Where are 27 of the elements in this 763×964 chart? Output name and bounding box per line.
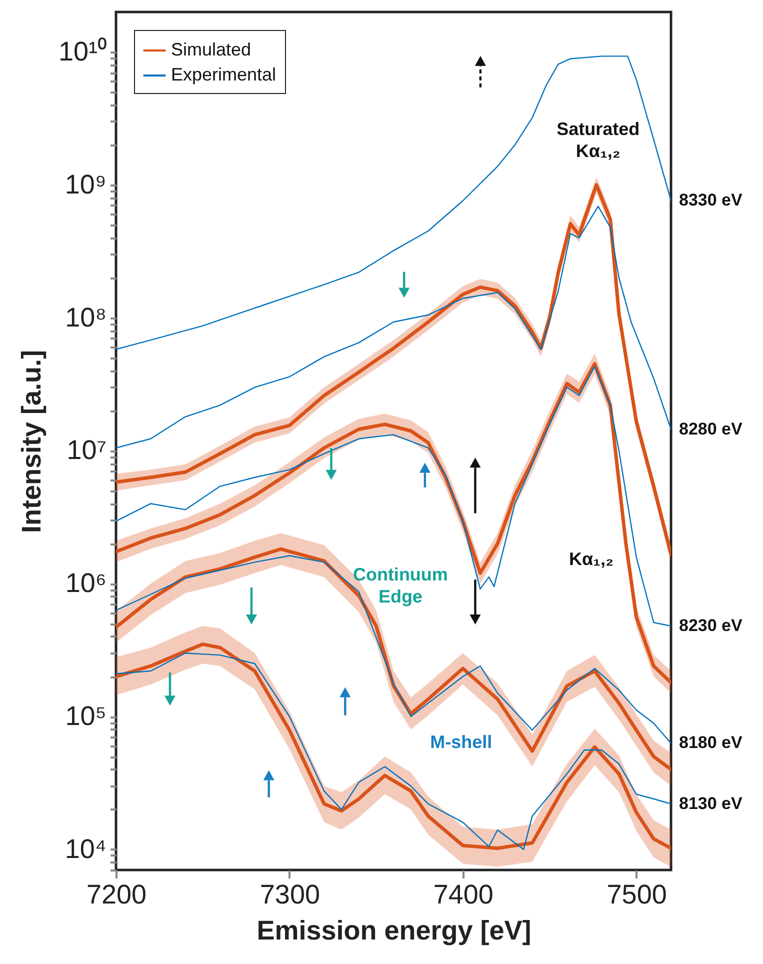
x-tick-label: 7400 xyxy=(433,880,494,910)
y-tick-label: 10⁵ xyxy=(65,701,106,732)
text: 8330 eV xyxy=(679,190,743,210)
y-tick-label: 10⁸ xyxy=(65,302,106,332)
legend-label: Experimental xyxy=(171,64,276,84)
x-tick-label: 7200 xyxy=(86,880,147,910)
annotation: Continuum Edge xyxy=(352,564,448,607)
line-series xyxy=(116,206,671,448)
text: 8180 eV xyxy=(679,733,743,752)
annotation: Kα₁,₂ xyxy=(568,549,614,570)
annotation: M-shell xyxy=(430,732,492,752)
y-tick-label: 10⁹ xyxy=(64,169,106,200)
y-tick-label: 10⁶ xyxy=(65,568,106,598)
y-axis-title: Intensity [a.u.] xyxy=(16,350,46,534)
line-series xyxy=(116,366,671,627)
y-tick-label: 10¹⁰ xyxy=(58,36,106,67)
text: 8280 eV xyxy=(679,419,743,438)
text: 8130 eV xyxy=(679,794,743,813)
text: 8230 eV xyxy=(679,616,743,635)
line-series xyxy=(116,56,671,350)
legend-label: Simulated xyxy=(171,40,252,60)
y-tick-label: 10⁷ xyxy=(66,435,106,466)
x-tick-label: 7500 xyxy=(606,880,667,910)
y-tick-label: 10⁴ xyxy=(64,834,106,864)
x-axis-title: Emission energy [eV] xyxy=(256,916,532,946)
annotation: Saturated Kα₁,₂ xyxy=(556,118,640,161)
x-tick-label: 7300 xyxy=(260,880,320,910)
